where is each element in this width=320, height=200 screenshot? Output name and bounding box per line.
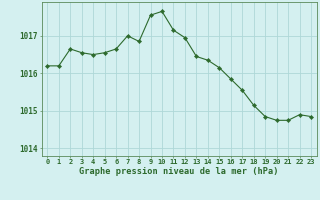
- X-axis label: Graphe pression niveau de la mer (hPa): Graphe pression niveau de la mer (hPa): [79, 167, 279, 176]
